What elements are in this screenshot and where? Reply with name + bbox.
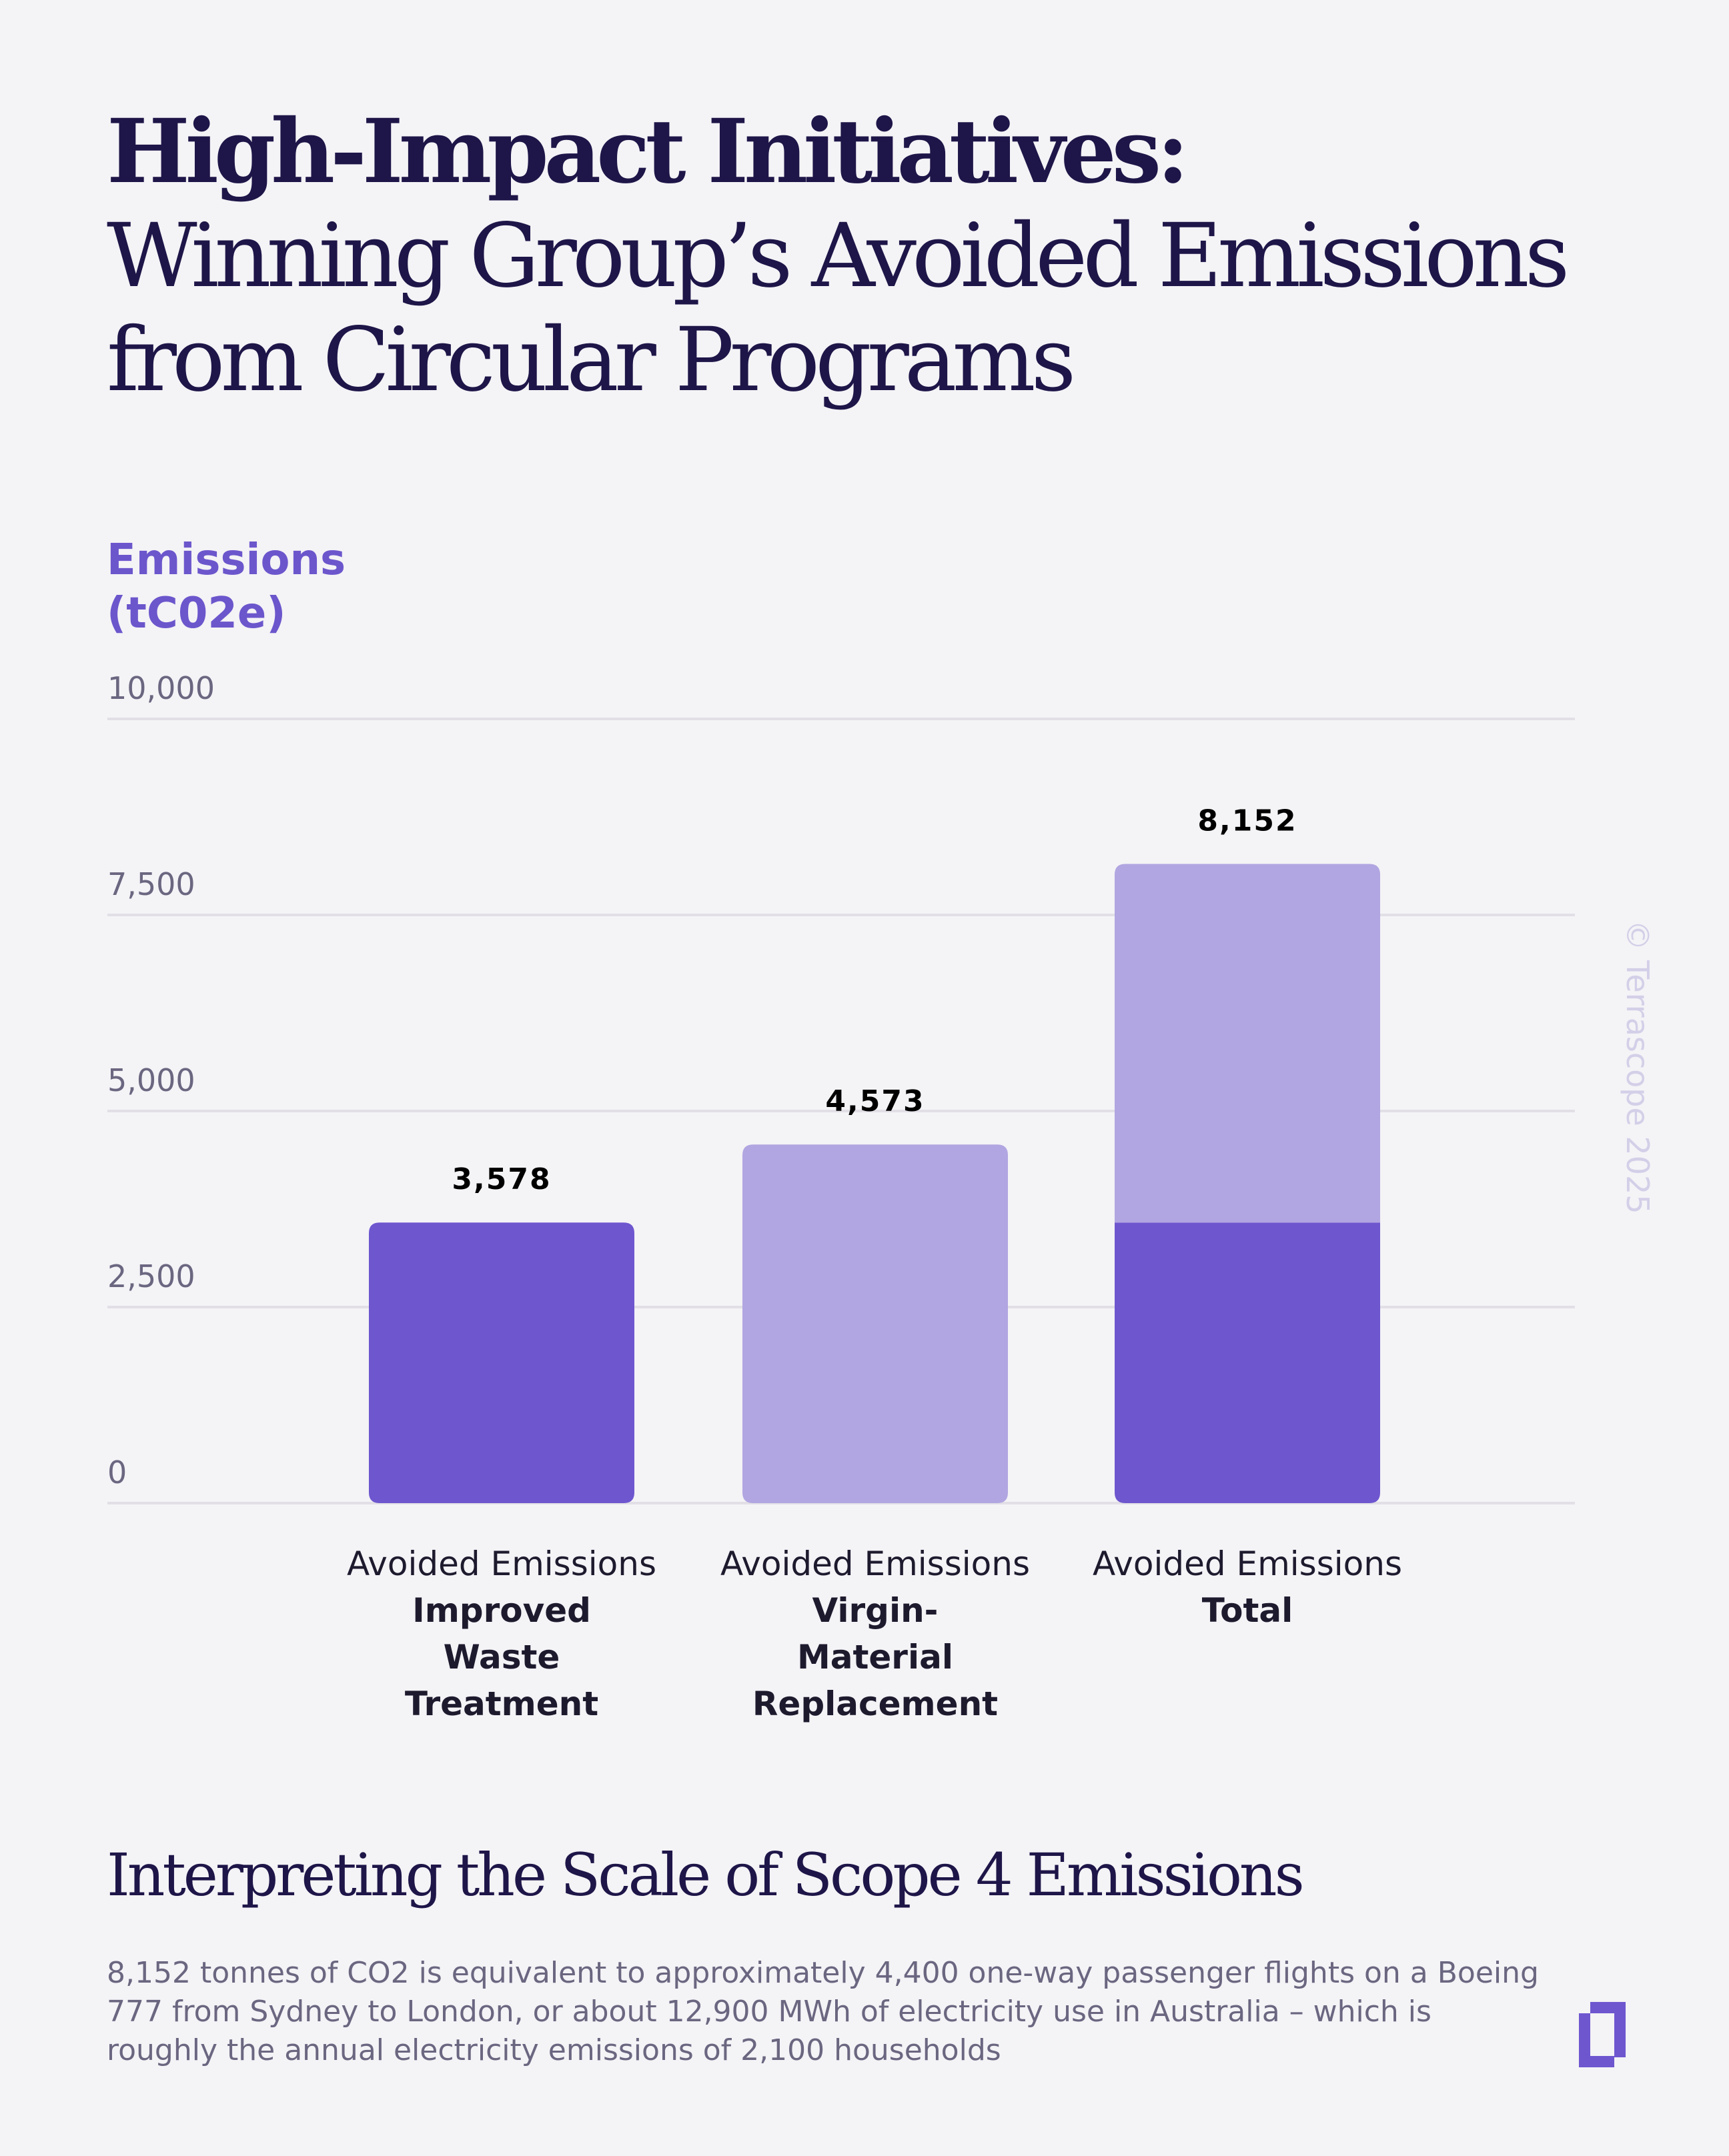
- y-tick-label: 5,000: [107, 1062, 195, 1098]
- bar-segment: [369, 1222, 634, 1503]
- x-label-improved-waste: Avoided Emissions Improved Waste Treatme…: [315, 1540, 688, 1727]
- section-heading: Interpreting the Scale of Scope 4 Emissi…: [107, 1841, 1305, 1909]
- page-title: High-Impact Initiatives: Winning Group’s…: [107, 100, 1641, 412]
- y-tick-label: 7,500: [107, 866, 195, 902]
- bar-chart: 0 2,500 5,000 7,500 10,000 3,578 4,573 8,152: [107, 670, 1575, 1504]
- title-line-1: High-Impact Initiatives:: [107, 100, 1189, 203]
- x-label-virgin-material: Avoided Emissions Virgin-Material Replac…: [688, 1540, 1062, 1727]
- data-label: 8,152: [1197, 804, 1297, 838]
- x-label-total: Avoided Emissions Total: [1061, 1540, 1434, 1634]
- copyright-watermark: © Terrascope 2025: [1620, 920, 1656, 1214]
- y-tick-label: 10,000: [107, 670, 215, 706]
- section-body: 8,152 tonnes of CO2 is equivalent to app…: [107, 1956, 1539, 2067]
- x-label-prefix: Avoided Emissions: [1093, 1544, 1402, 1583]
- terrascope-logo-icon: [1579, 2002, 1626, 2067]
- data-label: 3,578: [452, 1162, 551, 1196]
- y-tick-label: 0: [107, 1454, 127, 1490]
- x-label-name: Virgin-Material Replacement: [752, 1591, 999, 1723]
- x-label-prefix: Avoided Emissions: [347, 1544, 656, 1583]
- x-label-name: Improved Waste Treatment: [404, 1591, 599, 1723]
- bar-segment: [1115, 1222, 1380, 1503]
- bar-segment: [1115, 864, 1380, 1223]
- y-axis-label: Emissions (tC02e): [107, 535, 346, 638]
- x-label-name: Total: [1201, 1591, 1293, 1630]
- title-line-2: Winning Group’s Avoided Emissions: [107, 205, 1570, 307]
- y-tick-label: 2,500: [107, 1258, 195, 1294]
- data-label: 4,573: [825, 1084, 925, 1118]
- bar-segment: [742, 1144, 1008, 1503]
- x-label-prefix: Avoided Emissions: [720, 1544, 1030, 1583]
- title-line-3: from Circular Programs: [107, 309, 1076, 411]
